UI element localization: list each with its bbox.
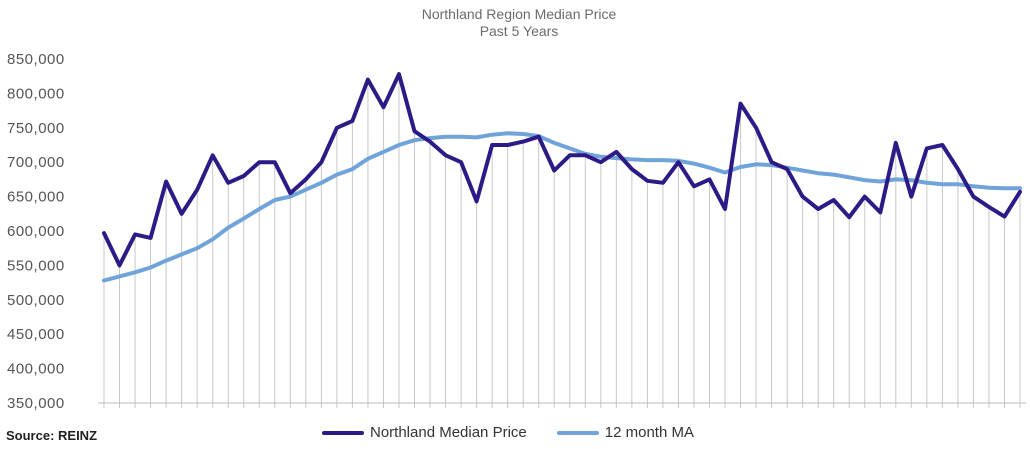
- y-tick-label: 750,000: [7, 120, 65, 137]
- legend-label-ma: 12 month MA: [604, 424, 694, 441]
- source-label: Source: REINZ: [6, 428, 98, 443]
- series-line-median-price: [102, 72, 1022, 268]
- y-tick-label: 500,000: [7, 292, 65, 309]
- y-tick-label: 800,000: [7, 85, 65, 102]
- y-tick-label: 600,000: [7, 223, 65, 240]
- legend-item-ma: 12 month MA: [556, 424, 694, 441]
- legend-item-median: Northland Median Price: [322, 424, 527, 441]
- series-lines: [102, 72, 1022, 283]
- y-tick-label: 850,000: [7, 51, 65, 68]
- legend-swatch-ma: [556, 430, 599, 435]
- y-tick-label: 400,000: [7, 361, 65, 378]
- y-tick-label: 550,000: [7, 257, 65, 274]
- y-axis-ticks: 850,000 800,000 750,000 700,000 650,000 600,0…: [7, 51, 65, 412]
- median-price-chart: Northland Region Median Price Past 5 Yea…: [7, 6, 1026, 412]
- chart-title: Northland Region Median Price: [422, 6, 617, 22]
- legend: Northland Median Price 12 month MA: [322, 424, 694, 441]
- y-tick-label: 450,000: [7, 326, 65, 343]
- y-tick-label: 350,000: [7, 395, 65, 412]
- chart-subtitle: Past 5 Years: [480, 23, 559, 39]
- y-tick-label: 650,000: [7, 189, 65, 206]
- legend-label-median: Northland Median Price: [370, 424, 527, 441]
- y-tick-label: 700,000: [7, 154, 65, 171]
- drop-lines: [103, 74, 1021, 408]
- series-line-12-month-ma: [102, 131, 1022, 283]
- legend-swatch-median: [322, 430, 364, 435]
